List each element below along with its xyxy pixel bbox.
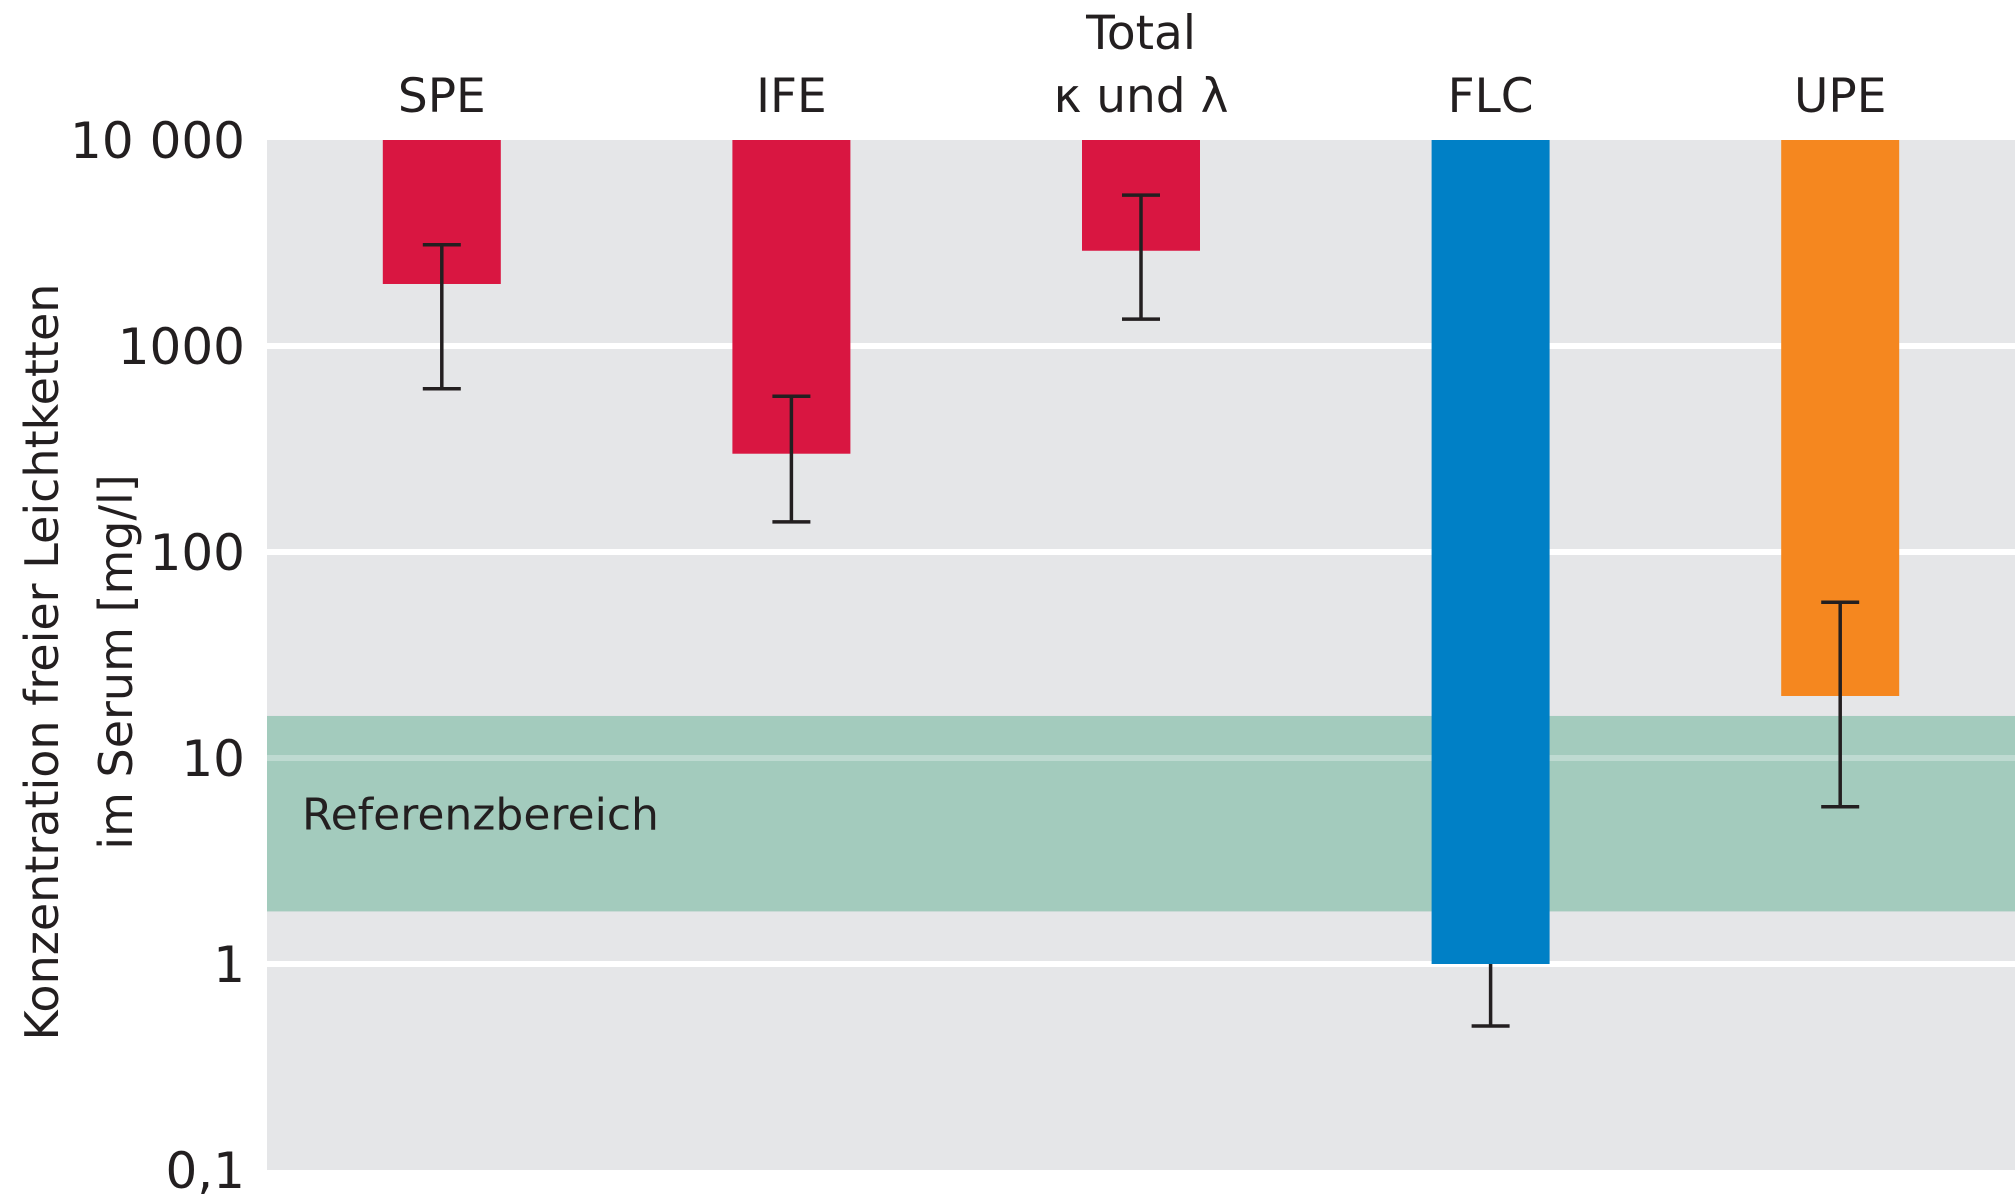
category-label: SPE: [398, 69, 486, 124]
category-label: Total: [1085, 6, 1196, 61]
category-label: FLC: [1448, 69, 1534, 124]
y-tick-label: 1: [213, 936, 245, 994]
y-axis-label-line: Konzentration freier Leichtketten: [15, 284, 69, 1041]
y-axis-label: Konzentration freier Leichtketten im Seru…: [15, 284, 143, 1041]
y-tick-label: 10 000: [70, 112, 245, 170]
y-tick-label: 0,1: [165, 1142, 245, 1197]
reference-band-label: Referenzbereich: [302, 790, 659, 841]
category-label: κ und λ: [1054, 69, 1229, 124]
reference-band-area: [267, 715, 2015, 912]
category-label: IFE: [756, 69, 827, 124]
y-tick-label: 1000: [118, 318, 245, 376]
category-labels: SPE IFE Total κ und λ FLC UPE: [398, 6, 1887, 124]
bar: [1431, 140, 1550, 964]
reference-band: Referenzbereich: [267, 715, 2015, 912]
bars: [382, 140, 1900, 1028]
category-label: UPE: [1794, 69, 1886, 124]
y-axis-label-line: im Serum [mg/l]: [89, 474, 143, 849]
y-tick-label: 100: [150, 524, 245, 582]
y-tick-labels: 10 000 1000 100 10 1 0,1: [70, 112, 245, 1197]
y-tick-label: 10: [181, 730, 245, 788]
